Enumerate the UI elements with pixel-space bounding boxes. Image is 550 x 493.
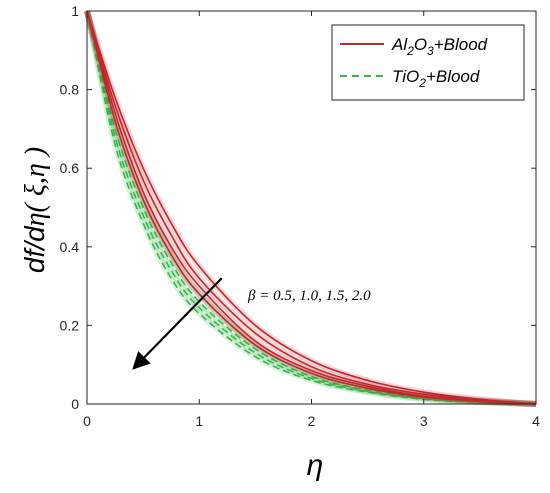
svg-text:df/dη( ξ,η ): df/dη( ξ,η ) bbox=[19, 147, 51, 273]
x-tick-label: 4 bbox=[532, 413, 540, 429]
x-tick-label: 2 bbox=[308, 413, 316, 429]
legend-label-tio2: TiO2+Blood bbox=[392, 67, 480, 90]
y-tick-label: 0.8 bbox=[60, 82, 80, 98]
series-line-tio2-beta-1.5 bbox=[86, 10, 537, 405]
beta-arrow bbox=[132, 277, 223, 370]
legend-label-al2o3: Al2O3+Blood bbox=[391, 35, 488, 58]
y-tick-label: 0 bbox=[71, 396, 79, 412]
y-axis-title: df/dη( ξ,η ) bbox=[19, 147, 51, 273]
series-layer bbox=[84, 10, 537, 407]
series-line-tio2-beta-2 bbox=[86, 10, 537, 405]
x-tick-label: 3 bbox=[420, 413, 428, 429]
legend-box bbox=[331, 24, 525, 101]
y-axis-title-eta: η bbox=[20, 212, 51, 226]
y-tick-label: 0.6 bbox=[60, 160, 80, 176]
legend: Al2O3+Blood TiO2+Blood bbox=[331, 24, 525, 101]
beta-annotation: β = 0.5, 1.0, 1.5, 2.0 bbox=[247, 288, 371, 304]
series-line-al2o3-beta-1 bbox=[86, 10, 537, 405]
tick-layer: 0 1 2 3 4 0 0.2 0.4 0.6 0.8 1 bbox=[60, 3, 541, 429]
x-axis-title: η bbox=[307, 449, 324, 482]
x-tick-label: 0 bbox=[83, 413, 91, 429]
y-axis-title-prefix: df/d bbox=[19, 225, 50, 273]
x-tick-label: 1 bbox=[195, 413, 203, 429]
y-tick-label: 1 bbox=[71, 3, 79, 19]
series-line-al2o3-beta-0.5 bbox=[86, 10, 537, 405]
y-tick-label: 0.2 bbox=[60, 317, 80, 333]
series-line-al2o3-beta-2 bbox=[86, 10, 537, 405]
y-axis-title-args: ( ξ,η ) bbox=[20, 147, 51, 213]
y-tick-label: 0.4 bbox=[60, 239, 80, 255]
